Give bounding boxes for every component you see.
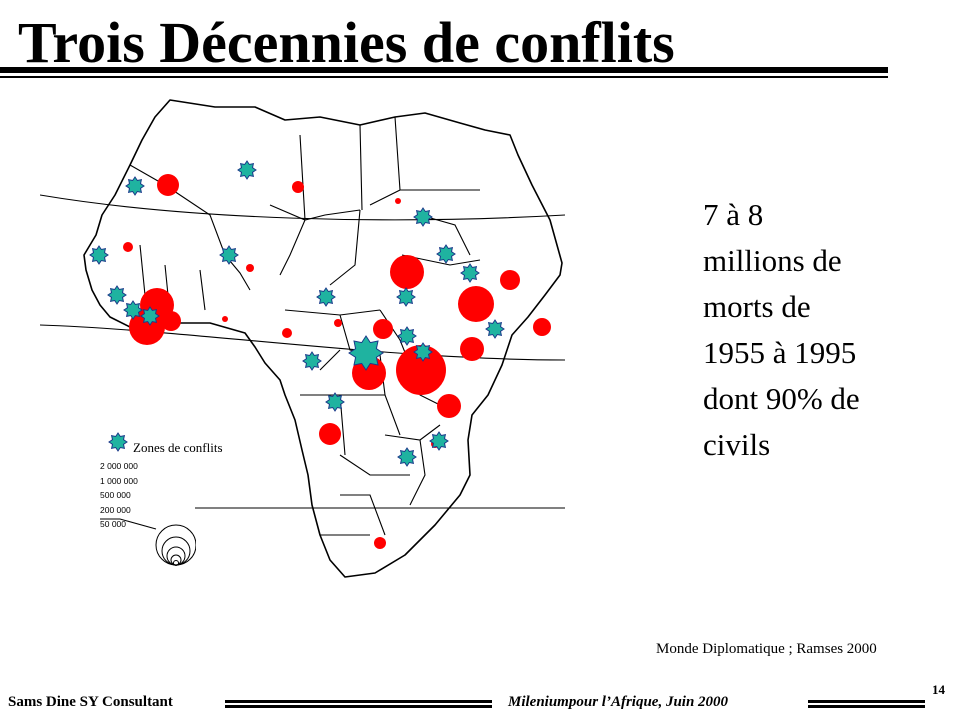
- conflict-star-icon: [348, 335, 384, 371]
- scale-label-500000: 500 000: [100, 490, 131, 500]
- scale-label-200000: 200 000: [100, 504, 131, 515]
- footer-author: Sams Dine SY Consultant: [8, 694, 173, 710]
- conflict-star-icon: [485, 319, 505, 339]
- casualty-circle: [246, 264, 254, 272]
- map-legend: Zones de conflits 2 000 000 1 000 000 50…: [98, 432, 258, 572]
- scale-leader-line: [100, 518, 157, 530]
- casualty-circle: [395, 198, 401, 204]
- scale-circle: [173, 560, 179, 566]
- conflict-star-icon: [429, 431, 449, 451]
- summary-line: 7 à 8: [703, 197, 764, 232]
- conflict-star-icon: [436, 244, 456, 264]
- casualty-circle: [500, 270, 520, 290]
- legend-conflict-zones-label: Zones de conflits: [133, 440, 223, 455]
- africa-conflict-map: Zones de conflits 2 000 000 1 000 000 50…: [40, 95, 565, 585]
- africa-outline: [83, 99, 563, 578]
- conflict-star-icon: [396, 287, 416, 307]
- conflict-star-icon: [302, 351, 322, 371]
- country-borders: [129, 116, 481, 536]
- conflict-star-icon: [460, 263, 480, 283]
- conflict-star-icon: [125, 176, 145, 196]
- conflict-star-icon: [89, 245, 109, 265]
- casualty-summary: 7 à 8 millions de morts de 1955 à 1995 d…: [703, 192, 903, 468]
- slide-title: Trois Décennies de conflits: [18, 10, 675, 75]
- casualty-circle: [390, 255, 424, 289]
- scale-circles-diagram: [100, 518, 196, 566]
- source-citation: Monde Diplomatique ; Ramses 2000: [656, 641, 877, 657]
- casualty-circle: [157, 174, 179, 196]
- casualty-circle: [334, 319, 342, 327]
- scale-circle: [155, 524, 196, 566]
- casualty-circle: [319, 423, 341, 445]
- summary-line: civils: [703, 427, 771, 462]
- footer-rule-left: [225, 700, 492, 708]
- title-rule-thin: [0, 76, 888, 78]
- scale-label-50000: 50 000: [100, 519, 126, 529]
- summary-line: millions de: [703, 243, 842, 278]
- casualty-circle: [222, 316, 228, 322]
- conflict-star-icon: [397, 326, 417, 346]
- casualty-circle: [396, 345, 446, 395]
- page-number: 14: [932, 682, 945, 697]
- conflict-star-icon: [397, 447, 417, 467]
- conflict-star-icon: [316, 287, 336, 307]
- casualty-circle: [123, 242, 133, 252]
- conflict-star-icon: [413, 342, 433, 362]
- title-rule: [0, 67, 888, 73]
- conflict-star-icon: [107, 285, 127, 305]
- scale-circle: [166, 546, 186, 566]
- casualty-circle: [374, 537, 386, 549]
- conflict-star-icon: [219, 245, 239, 265]
- summary-line: dont 90% de: [703, 381, 860, 416]
- footer-event: Mileniumpour l’Afrique, Juin 2000: [508, 694, 729, 710]
- conflict-star-icon: [325, 392, 345, 412]
- conflict-star-icon: [413, 207, 433, 227]
- reference-lines: [40, 194, 565, 509]
- summary-line: morts de: [703, 289, 811, 324]
- casualty-circle: [437, 394, 461, 418]
- casualty-circle: [282, 328, 292, 338]
- scale-label-2000000: 2 000 000: [100, 461, 138, 471]
- casualty-circle: [292, 181, 304, 193]
- conflict-star-icon: [140, 306, 160, 326]
- conflict-star-icon: [237, 160, 257, 180]
- conflict-star-icon: [123, 300, 143, 320]
- casualty-circle: [161, 311, 181, 331]
- conflict-markers: [89, 160, 505, 467]
- footer-rule-right: [808, 700, 925, 708]
- casualty-circle: [460, 337, 484, 361]
- casualty-scale-list: 2 000 000 1 000 000 500 000 200 000 50 0…: [100, 459, 138, 532]
- africa-map-svg: [40, 99, 565, 578]
- casualty-circle: [458, 286, 494, 322]
- casualty-circle: [373, 319, 393, 339]
- summary-line: 1955 à 1995: [703, 335, 857, 370]
- scale-label-1000000: 1 000 000: [100, 475, 138, 486]
- casualty-circle: [533, 318, 551, 336]
- conflict-star-icon: [108, 432, 128, 452]
